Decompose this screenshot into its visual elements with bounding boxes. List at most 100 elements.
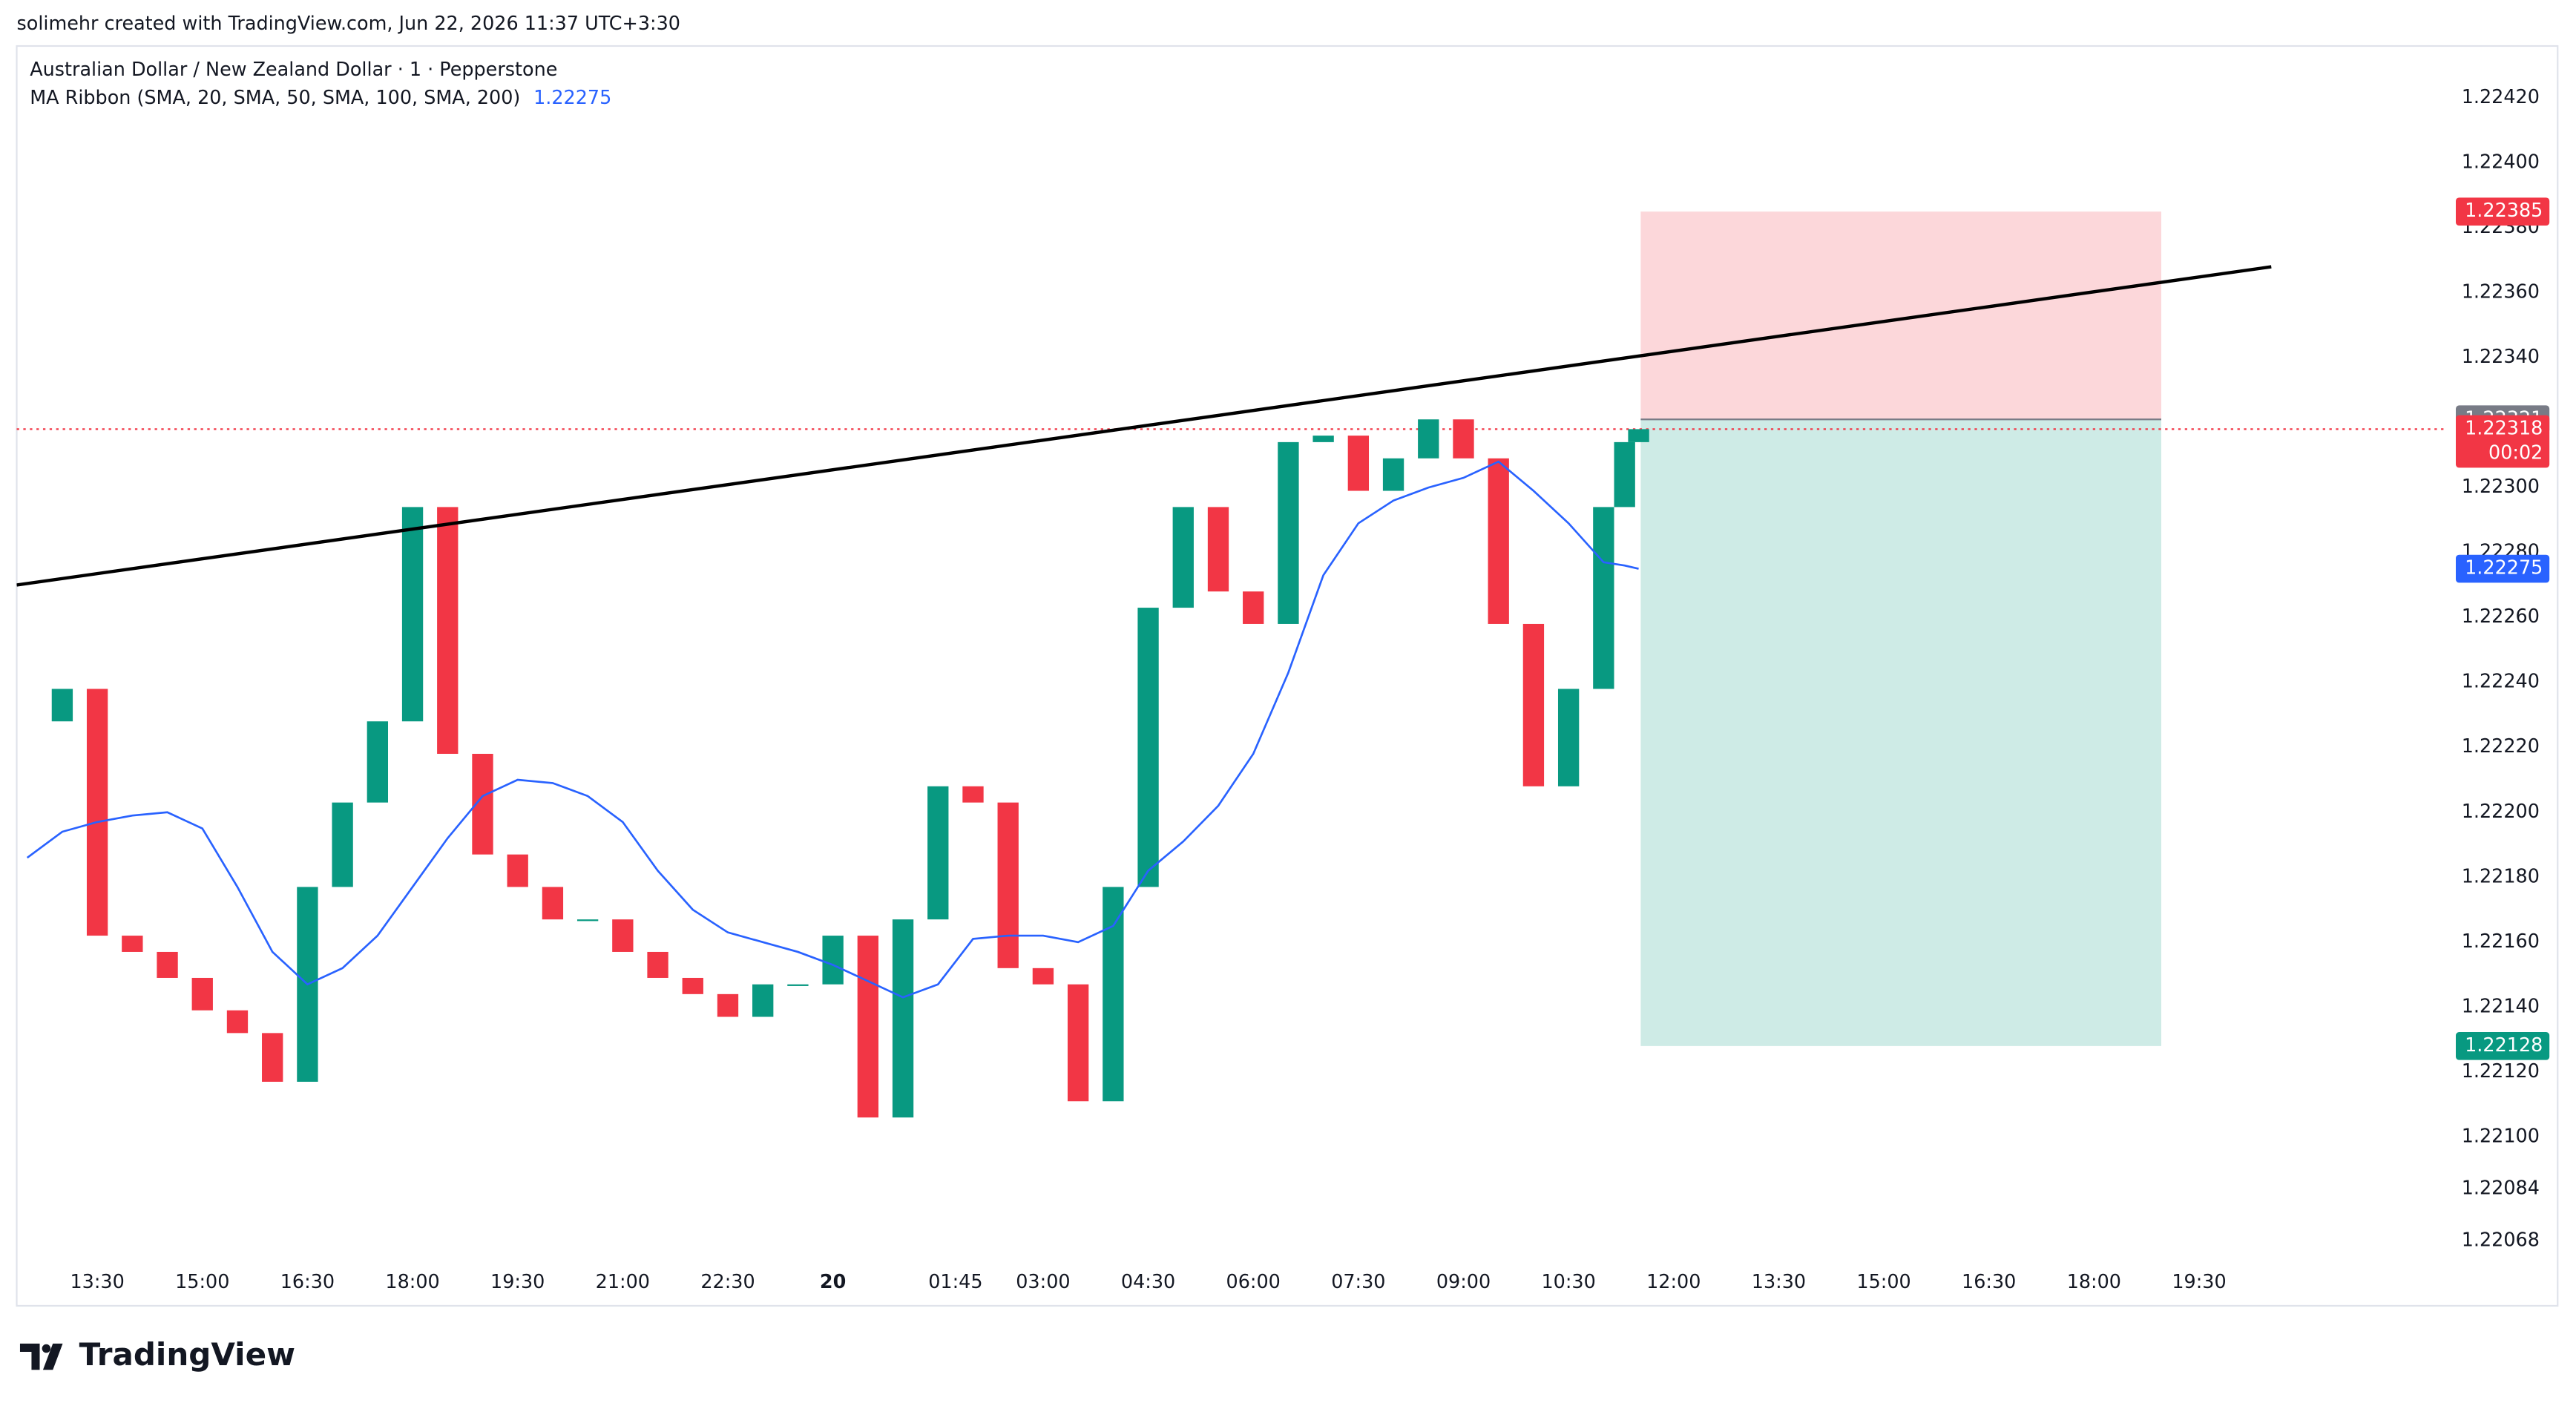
candle — [226, 1010, 249, 1034]
ma-legend-value: 1.22275 — [533, 87, 611, 109]
x-tick-label: 15:00 — [175, 1271, 229, 1293]
candle — [1593, 507, 1614, 689]
candle — [1137, 608, 1159, 887]
y-tick-label: 1.22084 — [2462, 1177, 2540, 1199]
x-tick-label: 19:30 — [490, 1271, 545, 1293]
candle — [962, 786, 984, 803]
x-tick-label: 13:30 — [70, 1271, 124, 1293]
candle — [682, 977, 703, 994]
x-tick-label: 03:00 — [1016, 1271, 1070, 1293]
candle — [1453, 419, 1474, 459]
price-label: 1.22275 — [2465, 557, 2543, 579]
trend-line — [16, 265, 2272, 587]
y-tick-label: 1.22200 — [2462, 801, 2540, 823]
price-label: 1.22128 — [2465, 1034, 2543, 1057]
price-label: 1.22318 — [2465, 417, 2543, 439]
candle — [1278, 441, 1299, 624]
candle — [262, 1033, 283, 1082]
x-tick-label: 09:00 — [1436, 1271, 1491, 1293]
candle — [1382, 458, 1404, 491]
y-tick-label: 1.22180 — [2462, 865, 2540, 887]
price-label-box — [2456, 554, 2550, 583]
candle — [86, 689, 108, 936]
stop-zone — [1640, 211, 2162, 420]
x-tick-label: 15:00 — [1856, 1271, 1910, 1293]
candle — [437, 507, 459, 755]
y-tick-label: 1.22100 — [2462, 1125, 2540, 1147]
chart-title: Australian Dollar / New Zealand Dollar ·… — [30, 59, 557, 81]
ma-legend: MA Ribbon (SMA, 20, SMA, 50, SMA, 100, S… — [30, 87, 520, 109]
candle — [1243, 591, 1264, 624]
candle — [1557, 689, 1580, 786]
candle — [507, 854, 528, 887]
y-tick-label: 1.22420 — [2462, 86, 2540, 108]
logo: TradingView — [19, 1336, 295, 1373]
x-tick-label: 18:00 — [385, 1271, 439, 1293]
y-tick-label: 1.22260 — [2462, 605, 2540, 628]
candle — [1614, 441, 1635, 507]
price-label: 1.22385 — [2465, 200, 2543, 222]
y-tick-label: 1.22140 — [2462, 995, 2540, 1017]
candle — [857, 936, 879, 1118]
x-tick-label: 13:30 — [1752, 1271, 1806, 1293]
x-tick-label: 06:00 — [1226, 1271, 1281, 1293]
x-tick-label: 19:30 — [2172, 1271, 2226, 1293]
candle — [787, 984, 809, 986]
candle — [612, 919, 634, 952]
candle — [717, 993, 739, 1017]
candle — [1207, 507, 1229, 592]
x-tick-label: 22:30 — [700, 1271, 755, 1293]
candle — [1522, 623, 1545, 786]
x-tick-label: 04:30 — [1121, 1271, 1175, 1293]
candle — [647, 951, 668, 978]
candle — [927, 786, 949, 920]
frame — [16, 45, 2559, 1307]
candle — [401, 507, 424, 722]
price-label-box — [2456, 415, 2550, 468]
x-tick-label: 21:00 — [596, 1271, 650, 1293]
candle — [822, 936, 844, 985]
candle — [1172, 507, 1194, 608]
candle — [332, 802, 353, 887]
y-tick-label: 1.22220 — [2462, 735, 2540, 758]
candle — [1418, 419, 1439, 459]
candle — [1347, 436, 1370, 491]
candle — [157, 951, 178, 978]
logo-text: TradingView — [79, 1336, 295, 1373]
x-tick-label: 16:30 — [280, 1271, 335, 1293]
candle — [1103, 887, 1124, 1102]
y-tick-label: 1.22300 — [2462, 476, 2540, 498]
candle — [1032, 968, 1054, 985]
y-tick-label: 1.22240 — [2462, 671, 2540, 693]
x-tick-label: 18:00 — [2067, 1271, 2121, 1293]
y-tick-label: 1.22160 — [2462, 930, 2540, 953]
plot-area — [16, 211, 2445, 1118]
y-tick-label: 1.22340 — [2462, 346, 2540, 368]
y-tick-label: 1.22360 — [2462, 281, 2540, 303]
x-tick-label: 10:30 — [1541, 1271, 1595, 1293]
y-tick-label: 1.22120 — [2462, 1060, 2540, 1083]
candle — [892, 919, 914, 1118]
y-tick-label: 1.22400 — [2462, 151, 2540, 174]
x-tick-label: 12:00 — [1646, 1271, 1701, 1293]
ma-line — [26, 460, 1639, 999]
candle — [191, 977, 213, 1011]
candle — [1488, 458, 1509, 624]
candle — [752, 984, 774, 1017]
x-tick-label: 07:30 — [1331, 1271, 1385, 1293]
candle — [1067, 984, 1089, 1102]
target-zone — [1640, 419, 2162, 1046]
x-tick-label: 16:30 — [1962, 1271, 2016, 1293]
candle — [576, 919, 599, 922]
candle — [122, 936, 143, 952]
candle — [1628, 429, 1649, 442]
candle — [997, 802, 1019, 968]
logo-icon — [42, 1344, 51, 1353]
price-label-box — [2456, 1032, 2550, 1060]
candle — [51, 689, 73, 722]
y-tick-label: 1.22068 — [2462, 1229, 2540, 1251]
candle — [367, 721, 389, 803]
x-tick-label: 01:45 — [928, 1271, 982, 1293]
